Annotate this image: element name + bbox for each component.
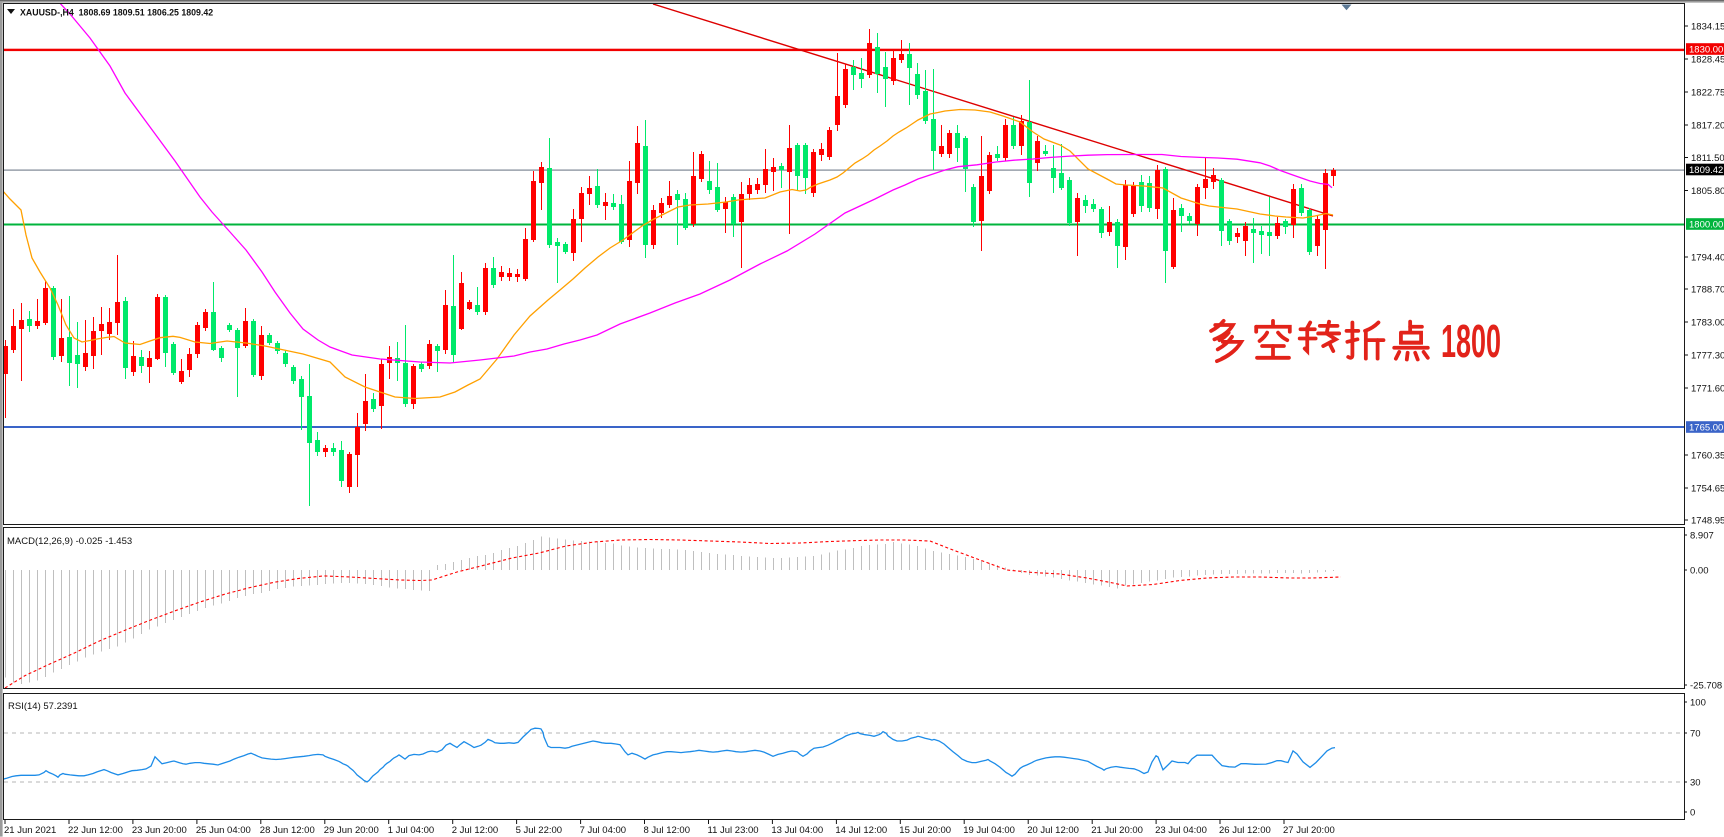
svg-text:2 Jul 12:00: 2 Jul 12:00: [452, 825, 498, 836]
svg-text:19 Jul 04:00: 19 Jul 04:00: [963, 825, 1015, 836]
svg-text:1817.20: 1817.20: [1691, 120, 1724, 131]
svg-text:1830.00: 1830.00: [1689, 45, 1723, 56]
svg-text:1765.00: 1765.00: [1689, 423, 1723, 434]
svg-text:26 Jul 12:00: 26 Jul 12:00: [1219, 825, 1271, 836]
svg-text:28 Jun 12:00: 28 Jun 12:00: [260, 825, 315, 836]
svg-text:70: 70: [1690, 728, 1701, 739]
svg-text:1783.00: 1783.00: [1691, 317, 1724, 328]
svg-text:100: 100: [1690, 697, 1706, 708]
svg-text:30: 30: [1690, 777, 1701, 788]
svg-text:1771.60: 1771.60: [1691, 383, 1724, 394]
svg-text:-25.708: -25.708: [1690, 680, 1722, 691]
svg-text:1828.45: 1828.45: [1691, 54, 1724, 65]
svg-text:23 Jun 20:00: 23 Jun 20:00: [132, 825, 187, 836]
svg-text:25 Jun 04:00: 25 Jun 04:00: [196, 825, 251, 836]
svg-text:1834.15: 1834.15: [1691, 21, 1724, 32]
svg-text:8 Jul 12:00: 8 Jul 12:00: [644, 825, 690, 836]
svg-text:1811.50: 1811.50: [1691, 153, 1724, 164]
svg-text:14 Jul 12:00: 14 Jul 12:00: [835, 825, 887, 836]
svg-text:11 Jul 23:00: 11 Jul 23:00: [708, 825, 759, 836]
svg-text:1809.42: 1809.42: [1689, 165, 1723, 176]
svg-text:1 Jul 04:00: 1 Jul 04:00: [388, 825, 434, 836]
svg-text:23 Jul 04:00: 23 Jul 04:00: [1155, 825, 1207, 836]
svg-text:20 Jul 12:00: 20 Jul 12:00: [1027, 825, 1079, 836]
svg-text:7 Jul 04:00: 7 Jul 04:00: [580, 825, 626, 836]
svg-text:13 Jul 04:00: 13 Jul 04:00: [771, 825, 823, 836]
svg-text:XAUUSD-,H4 1808.69 1809.51 18: XAUUSD-,H4 1808.69 1809.51 1806.25 1809.…: [20, 8, 213, 18]
svg-text:21 Jul 20:00: 21 Jul 20:00: [1091, 825, 1143, 836]
svg-text:0.00: 0.00: [1690, 565, 1709, 576]
svg-text:5 Jul 22:00: 5 Jul 22:00: [516, 825, 562, 836]
svg-text:MACD(12,26,9) -0.025 -1.453: MACD(12,26,9) -0.025 -1.453: [7, 536, 132, 547]
svg-text:29 Jun 20:00: 29 Jun 20:00: [324, 825, 379, 836]
svg-text:1822.75: 1822.75: [1691, 87, 1724, 98]
svg-text:RSI(14) 57.2391: RSI(14) 57.2391: [8, 701, 78, 712]
svg-text:1777.30: 1777.30: [1691, 350, 1724, 361]
svg-text:1760.35: 1760.35: [1691, 450, 1724, 461]
svg-text:1805.80: 1805.80: [1691, 186, 1724, 197]
svg-text:21 Jun 2021: 21 Jun 2021: [4, 825, 56, 836]
svg-text:15 Jul 20:00: 15 Jul 20:00: [899, 825, 951, 836]
svg-text:1788.70: 1788.70: [1691, 284, 1724, 295]
svg-text:1794.40: 1794.40: [1691, 252, 1724, 263]
svg-text:1754.65: 1754.65: [1691, 483, 1724, 494]
svg-text:1800: 1800: [1441, 315, 1501, 367]
svg-text:8.907: 8.907: [1690, 530, 1714, 541]
svg-text:1800.00: 1800.00: [1689, 220, 1723, 231]
svg-text:22 Jun 12:00: 22 Jun 12:00: [68, 825, 123, 836]
svg-text:27 Jul 20:00: 27 Jul 20:00: [1283, 825, 1335, 836]
svg-text:1748.95: 1748.95: [1691, 515, 1724, 526]
svg-text:0: 0: [1690, 807, 1695, 818]
